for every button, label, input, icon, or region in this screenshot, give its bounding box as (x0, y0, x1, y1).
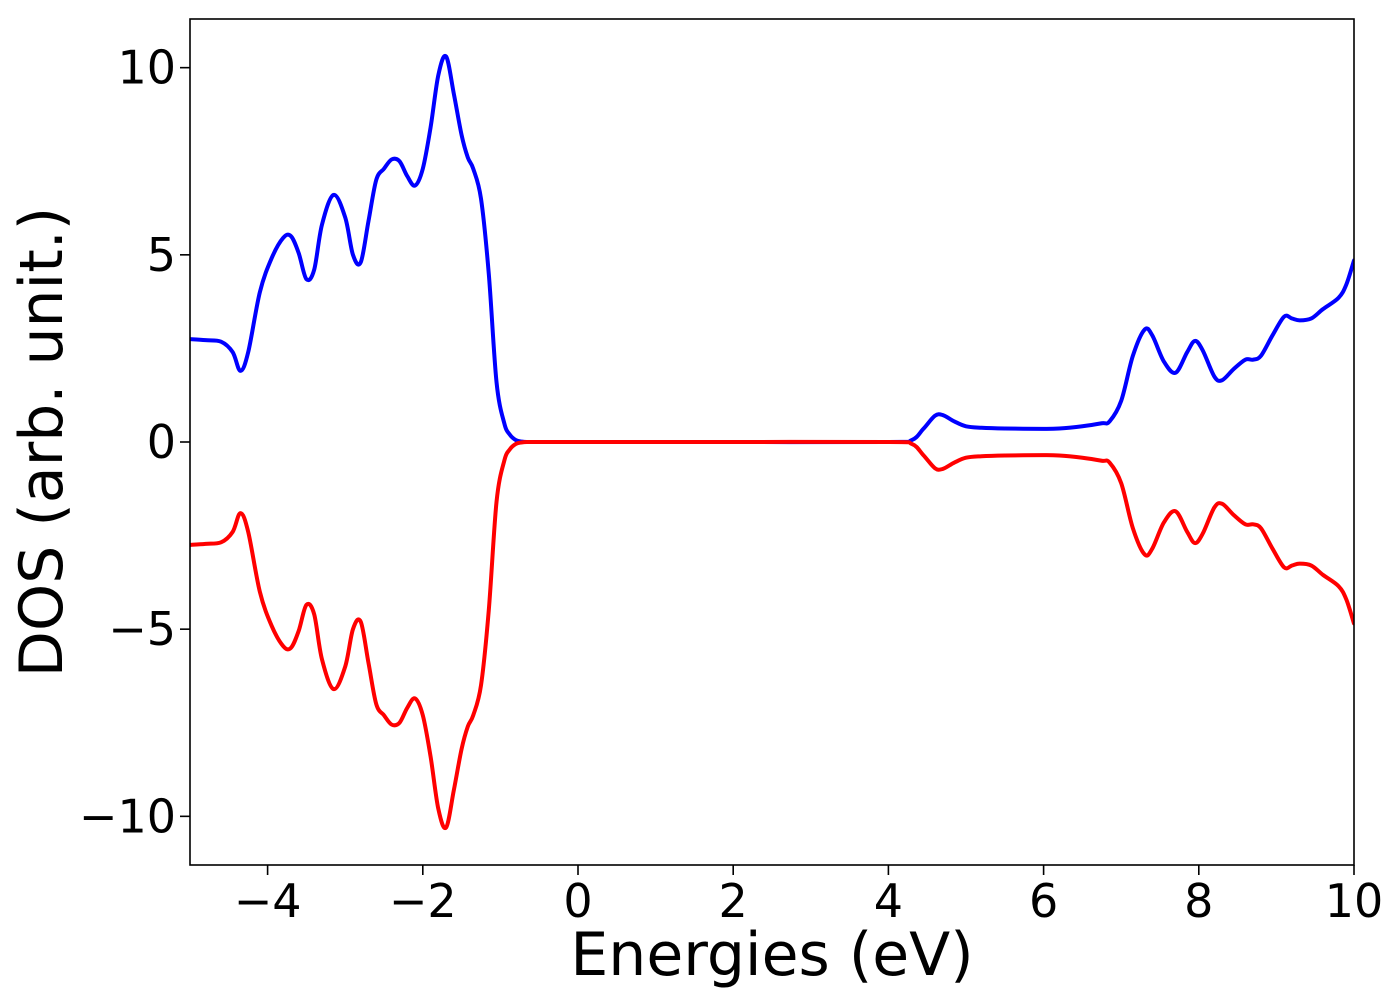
y-tick-label: 10 (117, 41, 176, 95)
series-line-1 (190, 439, 1354, 831)
y-axis-label: DOS (arb. unit.) (7, 207, 77, 677)
x-tick-label: 4 (874, 874, 903, 928)
y-tick-label: 5 (147, 228, 176, 282)
x-tick-label: −2 (389, 874, 457, 928)
series-layer (190, 53, 1354, 831)
x-tick-label: 8 (1184, 874, 1213, 928)
x-axis: −4 −2 0 2 4 6 8 10 (234, 865, 1384, 928)
x-axis-label: Energies (eV) (570, 920, 973, 990)
y-tick-label: −10 (79, 789, 176, 843)
y-axis: −10 −5 0 5 10 (79, 41, 190, 843)
x-tick-label: 6 (1029, 874, 1058, 928)
x-tick-label: −4 (234, 874, 302, 928)
x-tick-label: 0 (563, 874, 592, 928)
y-tick-label: −5 (108, 602, 176, 656)
x-tick-label: 10 (1325, 874, 1384, 928)
x-tick-label: 2 (719, 874, 748, 928)
y-tick-label: 0 (147, 415, 176, 469)
